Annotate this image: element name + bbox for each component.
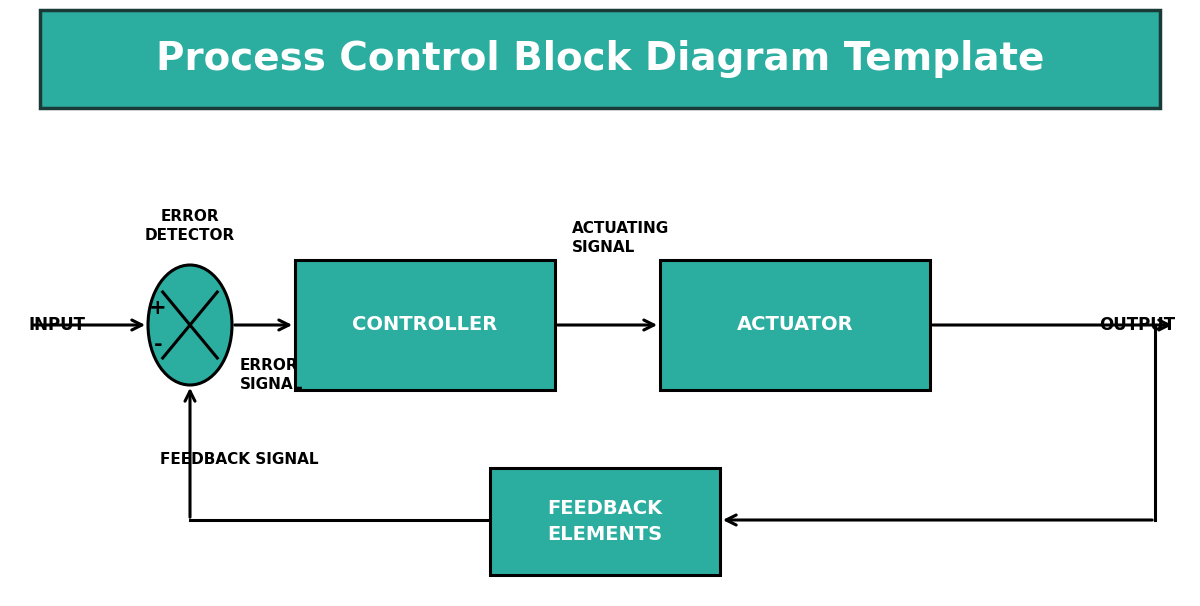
Text: FEEDBACK SIGNAL: FEEDBACK SIGNAL <box>160 452 318 467</box>
Text: -: - <box>154 335 162 355</box>
Bar <box>40 10 1160 108</box>
Text: OUTPUT: OUTPUT <box>1099 316 1175 334</box>
Text: ERROR
DETECTOR: ERROR DETECTOR <box>145 210 235 243</box>
Text: INPUT: INPUT <box>28 316 85 334</box>
Text: Process Control Block Diagram Template: Process Control Block Diagram Template <box>156 40 1044 78</box>
Ellipse shape <box>148 265 232 385</box>
Text: +: + <box>149 298 167 318</box>
Text: ERROR
SIGNAL: ERROR SIGNAL <box>240 358 304 391</box>
Text: ACTUATOR: ACTUATOR <box>737 316 853 335</box>
Bar <box>490 468 720 575</box>
Bar <box>295 260 554 390</box>
Text: ACTUATING
SIGNAL: ACTUATING SIGNAL <box>572 221 670 255</box>
Text: CONTROLLER: CONTROLLER <box>353 316 498 335</box>
Bar <box>660 260 930 390</box>
Text: FEEDBACK
ELEMENTS: FEEDBACK ELEMENTS <box>547 499 662 544</box>
